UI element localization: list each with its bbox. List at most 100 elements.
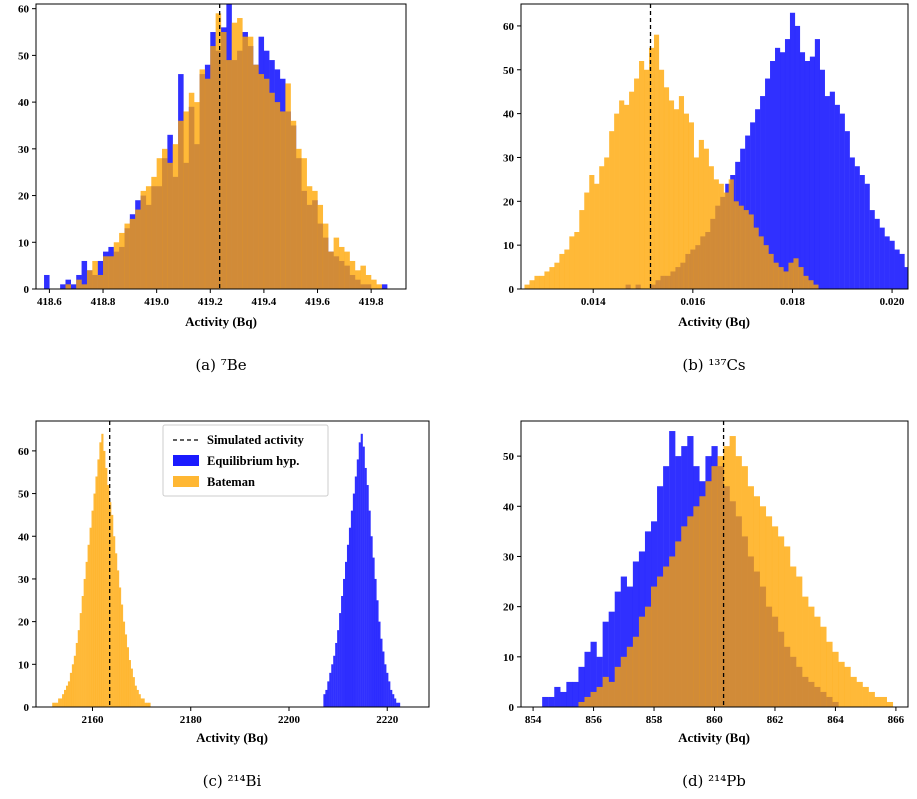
histogram-bar-equilibrium <box>378 621 381 707</box>
histogram-bar-bateman <box>773 262 779 289</box>
histogram-bar-bateman <box>783 271 789 289</box>
histogram-bar-equilibrium <box>341 596 344 707</box>
x-tick-label: 0.020 <box>880 296 905 308</box>
histogram-bar-bateman <box>784 546 791 707</box>
histogram-bar-bateman <box>360 265 366 289</box>
histogram-bar-bateman <box>322 223 329 289</box>
histogram-bar-equilibrium <box>384 664 387 707</box>
histogram-bar-bateman <box>312 190 318 289</box>
histogram-bar-bateman <box>608 681 615 707</box>
histogram-bar-equilibrium <box>354 476 357 707</box>
y-tick-label: 50 <box>18 489 30 501</box>
histogram-bar-bateman <box>75 642 78 707</box>
histogram-bar-bateman <box>215 13 222 289</box>
histogram-bar-equilibrium <box>770 61 776 289</box>
histogram-bar-bateman <box>649 47 655 289</box>
histogram-bar-bateman <box>693 157 699 289</box>
histogram-bar-bateman <box>120 604 124 707</box>
histogram-bar-bateman <box>119 232 125 289</box>
histogram-bar-equilibrium <box>327 681 330 707</box>
histogram-bar-equilibrium <box>339 613 342 707</box>
x-ticks-cs137: 0.014 0.016 0.018 0.020 <box>581 289 905 308</box>
histogram-bar-equilibrium <box>345 561 348 707</box>
y-tick-label: 20 <box>18 191 30 203</box>
histogram-bar-bateman <box>134 685 137 707</box>
histogram-bar-equilibrium <box>608 611 615 707</box>
histogram-bar-equilibrium <box>780 52 786 289</box>
histogram-bar-bateman <box>124 223 130 289</box>
histogram-bar-bateman <box>253 64 259 289</box>
histogram-bar-bateman <box>574 232 580 289</box>
histogram-bar-bateman <box>619 100 625 289</box>
x-tick-label: 2160 <box>81 714 104 726</box>
histogram-bar-bateman <box>231 22 238 289</box>
histogram-bar-bateman <box>178 120 184 289</box>
y-ticks-cs137: 0 10 20 30 40 50 60 <box>503 21 521 296</box>
bars-pb214 <box>542 431 894 707</box>
histogram-bar-bateman <box>376 284 383 289</box>
histogram-bar-bateman <box>108 256 114 289</box>
histogram-bar-equilibrium <box>366 485 369 707</box>
histogram-bar-bateman <box>138 694 141 707</box>
x-tick-label: 0.014 <box>581 296 606 308</box>
histogram-bar-bateman <box>81 596 84 707</box>
x-tick-label: 854 <box>525 714 542 726</box>
histogram-bar-bateman <box>788 262 794 289</box>
histogram-bar-bateman <box>146 702 149 707</box>
histogram-bar-equilibrium <box>70 284 77 289</box>
histogram-bar-bateman <box>653 34 660 289</box>
histogram-bar-equilibrium <box>614 591 621 707</box>
histogram-bar-bateman <box>355 270 361 289</box>
histogram-bar-bateman <box>604 157 610 289</box>
histogram-bar-equilibrium <box>382 651 385 707</box>
histogram-bar-bateman <box>675 541 682 707</box>
histogram-bar-bateman <box>111 514 114 707</box>
histogram-bar-bateman <box>687 516 694 707</box>
histogram-bar-bateman <box>101 433 104 707</box>
histogram-bar-equilibrium <box>388 681 391 707</box>
histogram-bar-bateman <box>237 18 243 289</box>
x-ticks-pb214: 854 856 858 860 862 864 866 <box>525 707 905 726</box>
histogram-bar-equilibrium <box>380 638 383 707</box>
caption-cs137: (b) ¹³⁷Cs <box>682 356 745 374</box>
histogram-bar-bateman <box>79 613 82 707</box>
histogram-bar-bateman <box>97 459 100 707</box>
x-tick-label: 2220 <box>376 714 399 726</box>
histogram-bar-bateman <box>54 702 57 707</box>
histogram-bar-bateman <box>723 446 730 707</box>
histogram-bar-bateman <box>107 485 110 707</box>
histogram-bar-equilibrium <box>750 122 756 289</box>
histogram-bar-equilibrium <box>542 696 549 707</box>
histogram-bar-equilibrium <box>368 510 371 707</box>
histogram-bar-bateman <box>115 553 118 707</box>
histogram-bar-equilibrium <box>81 260 88 289</box>
histogram-bar-bateman <box>124 634 128 707</box>
histogram-bar-bateman <box>306 186 313 289</box>
histogram-bar-equilibrium <box>394 698 397 707</box>
histogram-bar-bateman <box>629 91 635 289</box>
histogram-bar-bateman <box>95 476 98 707</box>
x-tick-label: 419.8 <box>359 296 384 308</box>
histogram-bar-bateman <box>620 656 627 707</box>
histogram-bar-bateman <box>713 179 719 289</box>
histogram-bar-equilibrium <box>335 642 338 707</box>
histogram-bar-bateman <box>194 102 200 289</box>
histogram-bar-bateman <box>210 46 216 289</box>
histogram-bar-equilibrium <box>879 227 885 289</box>
x-tick-label: 419.0 <box>144 296 169 308</box>
histogram-bar-bateman <box>263 78 270 289</box>
x-tick-label: 419.6 <box>305 296 330 308</box>
y-tick-label: 60 <box>18 4 30 16</box>
histogram-bar-bateman <box>93 493 96 707</box>
histogram-bar-bateman <box>534 275 540 289</box>
histogram-bar-bateman <box>711 466 718 707</box>
histogram-bar-bateman <box>136 689 139 707</box>
histogram-bar-bateman <box>678 96 685 289</box>
histogram-bar-equilibrium <box>760 96 766 289</box>
histogram-bar-bateman <box>117 570 120 707</box>
y-tick-label: 10 <box>503 652 515 664</box>
histogram-bar-bateman <box>589 175 595 289</box>
histogram-bar-bateman <box>798 267 804 289</box>
y-tick-label: 0 <box>509 284 515 296</box>
histogram-bar-equilibrium <box>859 175 865 289</box>
